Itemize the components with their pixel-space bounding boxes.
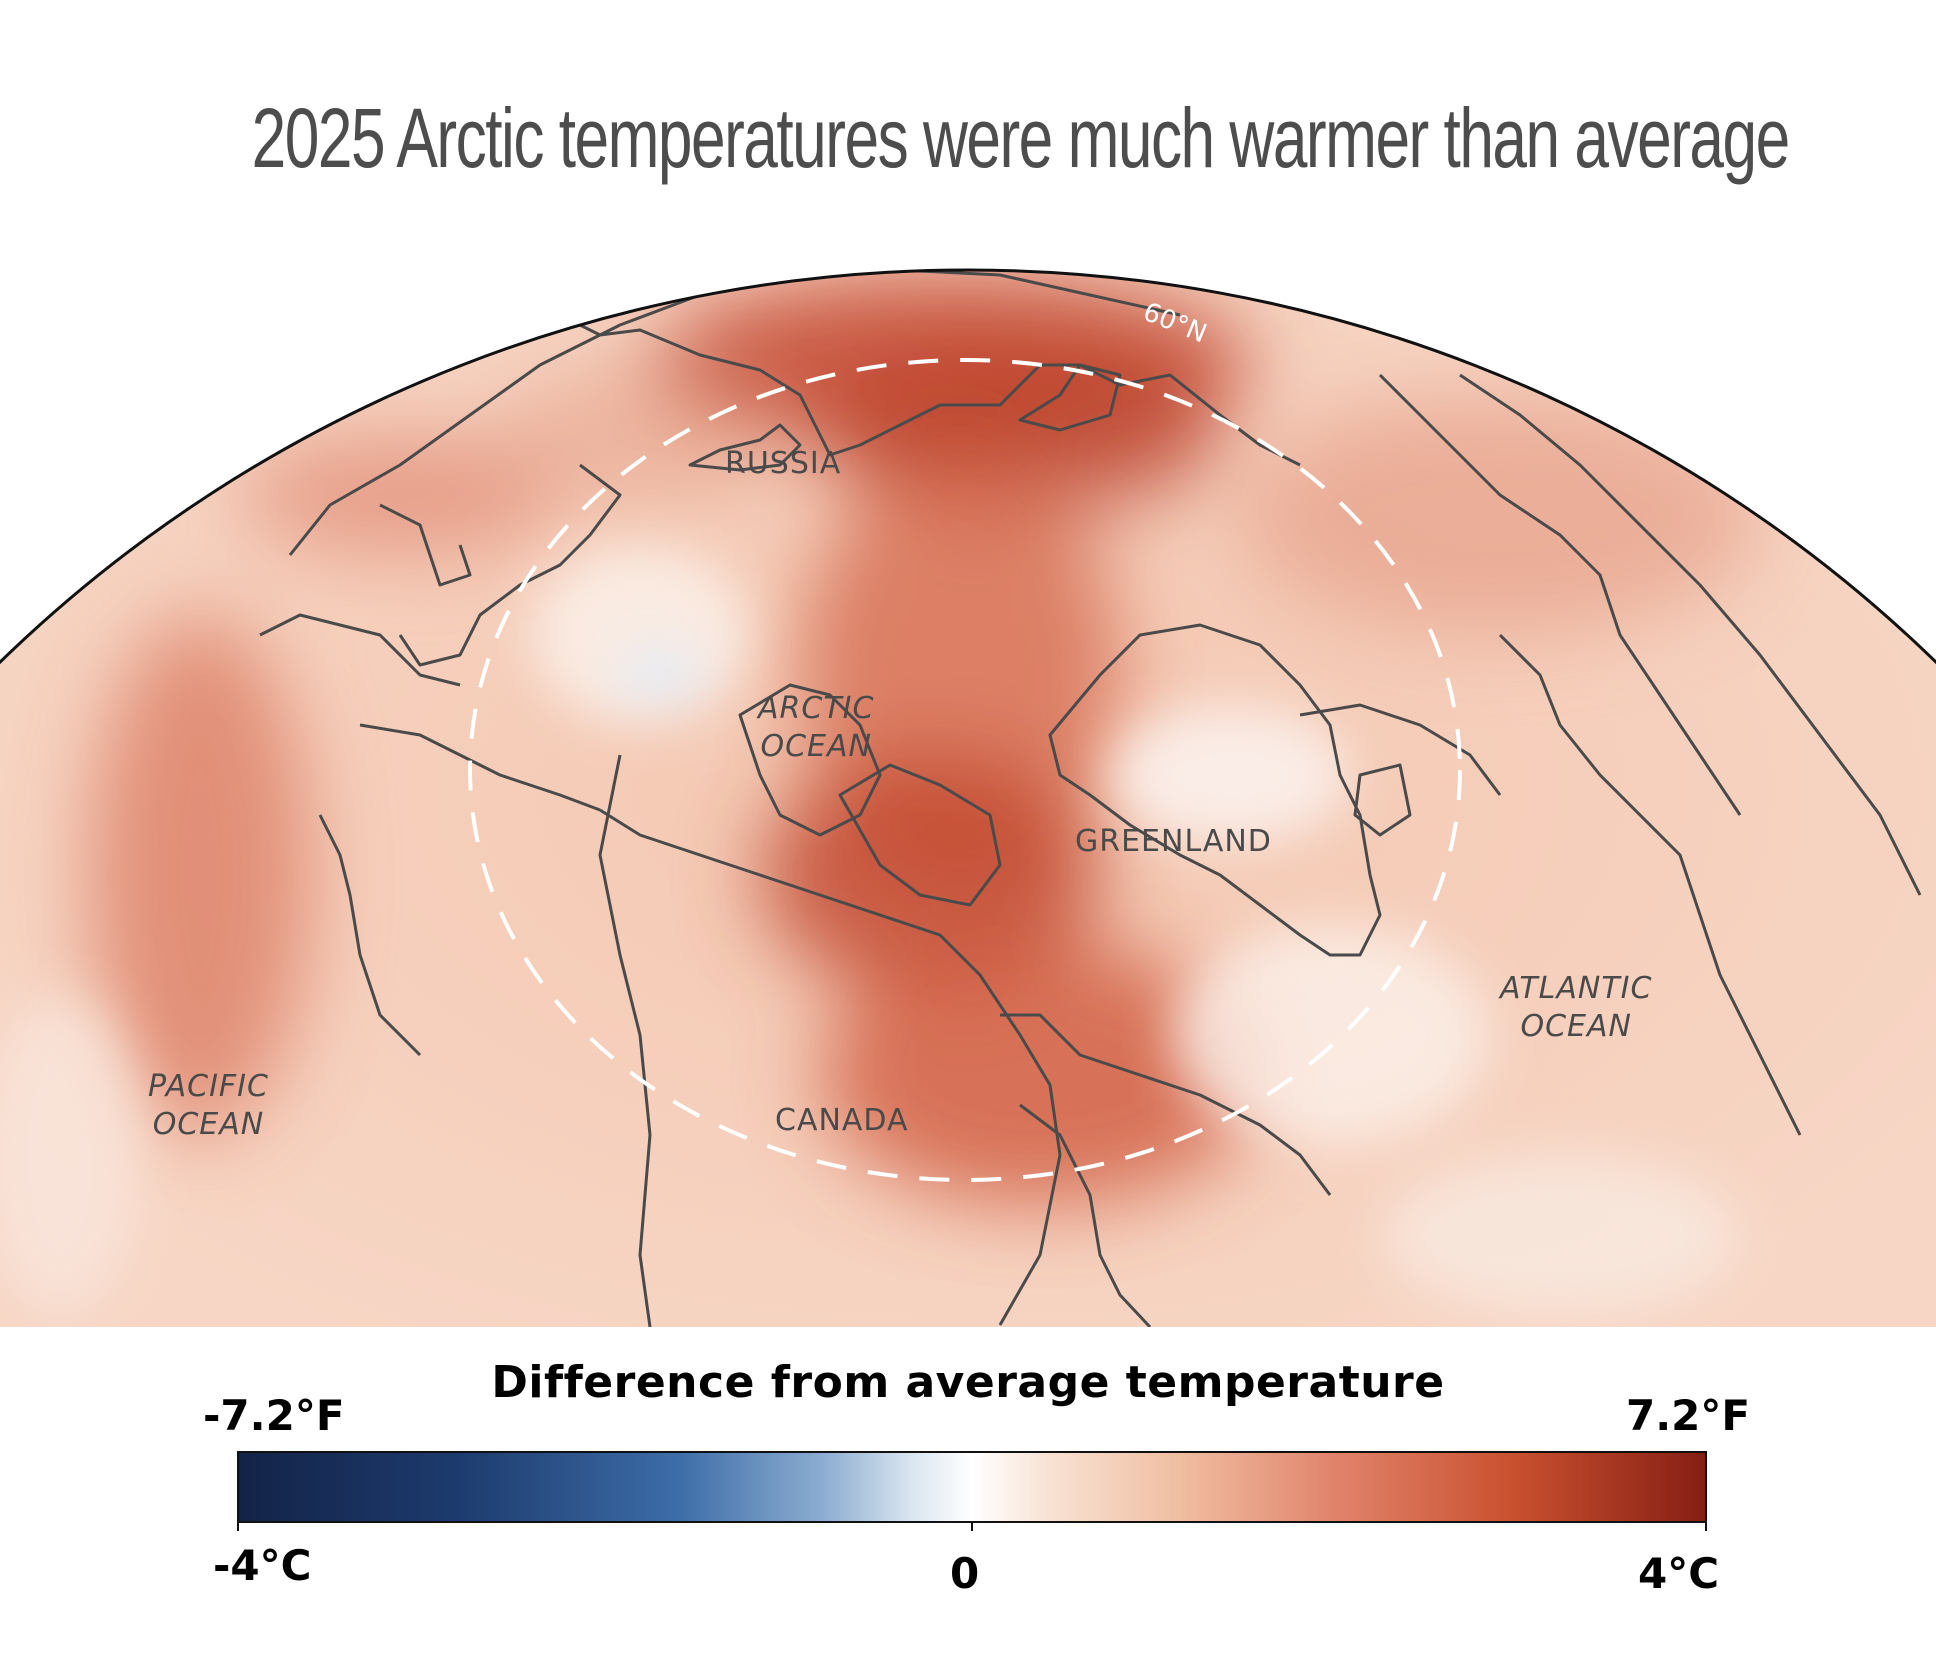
label-arctic-ocean-line1: ARCTIC	[758, 691, 875, 726]
label-atlantic-ocean: ATLANTIC OCEAN	[1500, 970, 1652, 1046]
legend-celsius-min: -4°C	[213, 1541, 312, 1590]
colorbar	[237, 1451, 1707, 1523]
label-arctic-ocean-line2: OCEAN	[760, 729, 872, 764]
parallel-60n	[468, 358, 1462, 1182]
globe	[0, 270, 1936, 1327]
legend-celsius-zero: 0	[950, 1549, 980, 1598]
colorbar-tick-zero	[971, 1523, 973, 1531]
label-arctic-ocean: ARCTIC OCEAN	[758, 690, 874, 766]
legend-fahrenheit-max: 7.2°F	[1626, 1391, 1751, 1440]
label-russia: RUSSIA	[725, 446, 842, 481]
temperature-anomaly-map: 60°N RUSSIA ARCTIC OCEAN GREENLAND CANAD…	[0, 255, 1936, 1327]
legend-celsius-max: 4°C	[1638, 1549, 1720, 1598]
page-title: 2025 Arctic temperatures were much warme…	[251, 91, 1790, 185]
label-canada: CANADA	[775, 1103, 909, 1138]
label-atlantic-ocean-line2: OCEAN	[1520, 1009, 1632, 1044]
label-pacific-ocean-line1: PACIFIC	[148, 1069, 269, 1104]
label-greenland: GREENLAND	[1075, 824, 1272, 859]
label-atlantic-ocean-line1: ATLANTIC	[1500, 971, 1653, 1006]
legend-fahrenheit-min: -7.2°F	[203, 1391, 345, 1440]
label-pacific-ocean-line2: OCEAN	[152, 1107, 265, 1142]
colorbar-tick-max	[1705, 1523, 1707, 1531]
legend-title: Difference from average temperature	[491, 1357, 1445, 1408]
coastlines	[259, 270, 1922, 1327]
colorbar-tick-min	[237, 1523, 239, 1531]
label-pacific-ocean: PACIFIC OCEAN	[148, 1068, 269, 1144]
